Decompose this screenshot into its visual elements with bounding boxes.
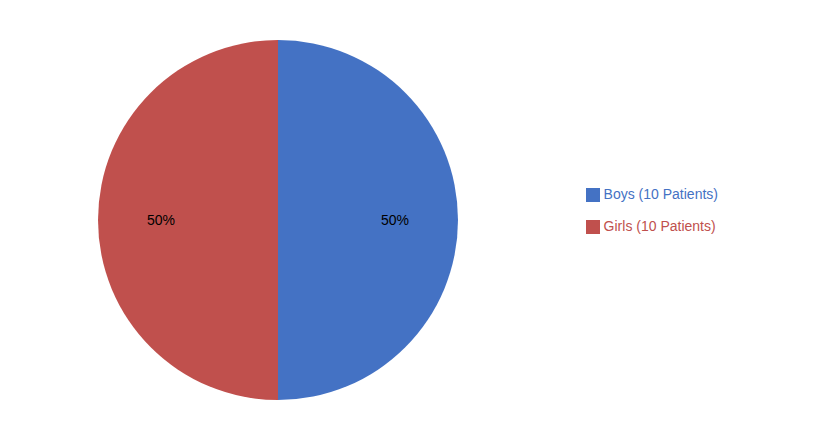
svg-text:50%: 50% <box>147 212 175 228</box>
html-text:Girls (10 Patients): Girls (10 Patients) <box>603 218 716 234</box>
html-text:Boys (10 Patients): Boys (10 Patients) <box>603 186 718 202</box>
svg-text:50%: 50% <box>381 212 409 228</box>
